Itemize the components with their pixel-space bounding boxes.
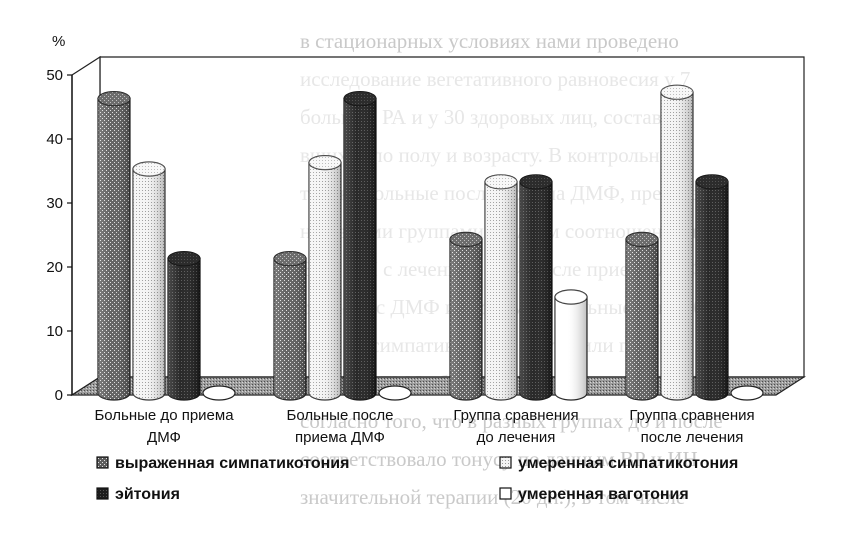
category-label: Больные после — [286, 407, 393, 424]
legend-swatch — [96, 487, 109, 500]
bar-cap-shine — [661, 85, 693, 100]
bar-shade — [626, 239, 658, 400]
bar-cap-shine — [485, 174, 517, 189]
bar-cap-shine — [520, 174, 552, 189]
bar-shade — [274, 258, 306, 400]
bar — [378, 385, 412, 401]
bar-shade — [555, 297, 587, 400]
bar — [308, 155, 342, 401]
y-tick-label: 30 — [46, 195, 63, 212]
bar-cap — [484, 174, 518, 190]
bar-cap — [132, 161, 166, 177]
category-label: Больные до приема — [94, 407, 234, 424]
bar-shade — [133, 169, 165, 400]
bar-cap — [695, 174, 729, 190]
bar — [625, 231, 659, 401]
bar-shade — [661, 92, 693, 400]
bar-cap — [625, 231, 659, 247]
bar-shade — [309, 162, 341, 400]
background-text-line: соответствовало тонусу по данным ВР и ИН — [300, 447, 698, 471]
category-label: ДМФ — [147, 429, 181, 446]
y-tick-label: 10 — [46, 323, 63, 340]
bar-cap-shine — [696, 174, 728, 189]
bar — [132, 161, 166, 401]
legend: выраженная симпатикотония умеренная симпа… — [96, 455, 738, 503]
bar-shade — [485, 181, 517, 400]
bar-cap-shine — [309, 155, 341, 170]
bar — [519, 174, 553, 401]
y-axis: % 0 10 20 30 40 50 — [46, 33, 73, 404]
side-wall — [71, 55, 101, 397]
bar-cap — [343, 90, 377, 107]
bar — [343, 90, 377, 401]
bar — [695, 174, 729, 401]
bar-cap — [202, 385, 236, 401]
legend-label: выраженная симпатикотония — [115, 455, 349, 472]
legend-label: умеренная симпатикотония — [518, 455, 738, 472]
bar-cap-shine — [555, 290, 587, 304]
bars — [97, 84, 764, 401]
bar — [167, 251, 201, 401]
bar-cap — [97, 90, 131, 107]
bar-shade — [168, 258, 200, 400]
bar-cap — [273, 251, 307, 267]
bar — [273, 251, 307, 401]
legend-item: умеренная ваготония — [499, 486, 689, 503]
bar-cap — [554, 289, 588, 305]
category-label: Группа сравнения — [629, 407, 754, 424]
bar-cap — [449, 231, 483, 247]
bar-shade — [696, 181, 728, 400]
bar — [660, 84, 694, 401]
bar — [484, 174, 518, 401]
bar-cap-shine — [168, 251, 200, 266]
legend-swatch — [499, 487, 512, 500]
bar-cap-shine — [344, 91, 376, 106]
legend-label: эйтония — [115, 486, 180, 503]
bar-shade — [98, 98, 130, 400]
background-text-line: в стационарных условиях нами проведено — [300, 29, 679, 53]
bar-cap — [378, 385, 412, 401]
bar-cap-shine — [98, 91, 130, 106]
bar-cap — [308, 155, 342, 171]
y-tick-label: 50 — [46, 67, 63, 84]
bar-cap-shine — [626, 232, 658, 247]
legend-swatch — [96, 456, 109, 469]
bar-cap-shine — [450, 232, 482, 247]
bar-cap — [730, 385, 764, 401]
category-label: после лечения — [641, 429, 744, 446]
category-label: Группа сравнения — [453, 407, 578, 424]
bar-cap — [167, 251, 201, 267]
legend-swatch — [499, 456, 512, 469]
bar-cap-shine — [274, 251, 306, 266]
y-tick-label: 20 — [46, 259, 63, 276]
legend-item: выраженная симпатикотония — [96, 455, 349, 472]
bar-cap — [519, 174, 553, 190]
bar-shade — [344, 98, 376, 400]
bar — [730, 385, 764, 401]
bar-shade — [520, 181, 552, 400]
y-tick-label: 40 — [46, 131, 63, 148]
bar-cap — [660, 84, 694, 100]
bar-cap-shine — [133, 162, 165, 176]
bar — [202, 385, 236, 401]
bar-shade — [450, 239, 482, 400]
background-text-line: значительной терапии (20 дн.), в том чис… — [300, 485, 685, 509]
category-label: приема ДМФ — [295, 429, 385, 446]
legend-item: эйтония — [96, 486, 180, 503]
background-text-line: согласно того, что в разных группах до и… — [300, 409, 723, 433]
y-axis-unit-label: % — [52, 33, 65, 50]
legend-item: умеренная симпатикотония — [499, 455, 738, 472]
bar — [97, 90, 131, 401]
bar — [554, 289, 588, 401]
category-label: до лечения — [477, 429, 556, 446]
legend-label: умеренная ваготония — [518, 486, 689, 503]
category-labels: Больные до приема ДМФ Больные после приема … — [94, 407, 754, 446]
y-tick-label: 0 — [55, 387, 63, 404]
bar — [449, 231, 483, 401]
